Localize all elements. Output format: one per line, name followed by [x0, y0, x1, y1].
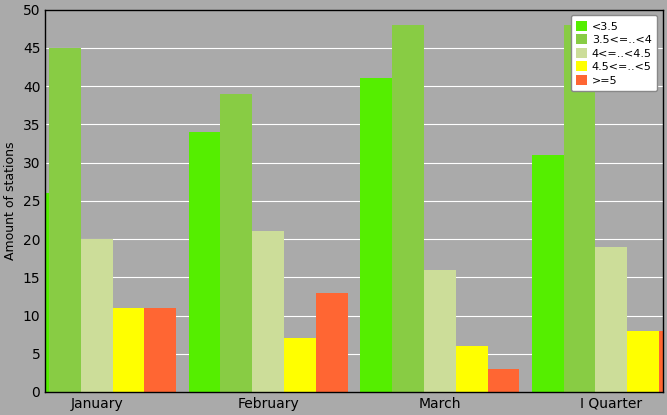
Bar — [532, 155, 564, 392]
Bar — [659, 331, 667, 392]
Bar — [392, 25, 424, 392]
Y-axis label: Amount of stations: Amount of stations — [4, 142, 17, 260]
Legend: <3.5, 3.5<=..<4, 4<=..<4.5, 4.5<=..<5, >=5: <3.5, 3.5<=..<4, 4<=..<4.5, 4.5<=..<5, >… — [570, 15, 657, 91]
Bar — [456, 346, 488, 392]
Bar — [488, 369, 520, 392]
Bar — [145, 308, 176, 392]
Bar — [564, 25, 596, 392]
Bar — [627, 331, 659, 392]
Bar — [252, 232, 284, 392]
Bar — [284, 339, 316, 392]
Bar — [49, 48, 81, 392]
Bar — [424, 270, 456, 392]
Bar — [221, 94, 252, 392]
Bar — [596, 247, 627, 392]
Bar — [316, 293, 348, 392]
Bar — [113, 308, 145, 392]
Bar — [360, 78, 392, 392]
Bar — [81, 239, 113, 392]
Bar — [17, 193, 49, 392]
Bar — [189, 132, 221, 392]
